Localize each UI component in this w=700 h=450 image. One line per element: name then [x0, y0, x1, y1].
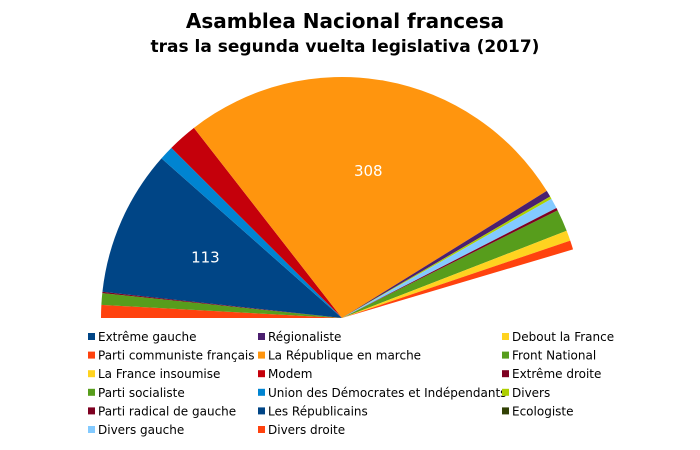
legend-label: Divers droite [268, 423, 345, 437]
legend-label: La République en marche [268, 349, 421, 363]
slice-11 [193, 77, 547, 318]
slice-18 [342, 240, 574, 318]
slice-3 [101, 293, 342, 318]
legend-swatch [88, 351, 95, 359]
legend-swatch [258, 388, 265, 396]
slice-17 [342, 230, 571, 318]
slice-16 [342, 210, 567, 318]
legend-label: Les Républicains [268, 404, 368, 418]
data-labels-group: 113 308 [191, 162, 383, 267]
legend-label: Front National [512, 349, 596, 363]
legend-item: Debout la France [502, 330, 614, 344]
legend-item: La France insoumise [88, 367, 220, 381]
legend-swatch [502, 407, 509, 415]
legend-swatch [258, 333, 265, 340]
legend-item: Parti communiste français [88, 349, 255, 363]
data-label-7: 113 [191, 249, 220, 267]
chart-title: Asamblea Nacional francesa [186, 9, 504, 33]
legend-swatch [258, 407, 265, 415]
legend-swatch [88, 426, 95, 433]
legend-item: Divers gauche [88, 423, 184, 437]
slice-4 [102, 291, 342, 318]
legend-item: Divers [502, 386, 550, 400]
slice-10 [171, 127, 342, 318]
legend-swatch [88, 407, 95, 415]
legend-swatch [502, 370, 509, 378]
legend-item: La République en marche [258, 349, 421, 363]
slice-15 [342, 208, 558, 318]
legend-item: Extrême droite [502, 367, 601, 381]
legend-swatch [502, 333, 509, 340]
legend-label: Union des Démocrates et Indépendants [268, 386, 506, 400]
legend-swatch [88, 370, 95, 378]
legend-item: Ecologiste [502, 404, 574, 418]
legend-label: Divers gauche [98, 423, 184, 437]
legend-swatch [258, 370, 265, 378]
legend-label: Extrême gauche [98, 330, 197, 344]
legend-swatch [88, 333, 95, 340]
legend-item: Extrême gauche [88, 330, 197, 344]
legend-label: Régionaliste [268, 330, 341, 344]
slices-group [101, 77, 574, 318]
legend-item: Parti socialiste [88, 386, 185, 400]
slice-1 [101, 304, 342, 318]
legend-label: Parti socialiste [98, 386, 185, 400]
legend-label: Extrême droite [512, 367, 601, 381]
legend: Extrême gauche Parti communiste français L… [88, 330, 614, 437]
legend-item: Les Républicains [258, 404, 368, 418]
legend-label: La France insoumise [98, 367, 220, 381]
legend-item: Union des Démocrates et Indépendants [258, 386, 506, 400]
slice-14 [342, 198, 557, 318]
legend-swatch [258, 426, 265, 433]
legend-label: Ecologiste [512, 404, 574, 418]
legend-swatch [502, 351, 509, 359]
legend-swatch [88, 388, 95, 396]
slice-9 [161, 147, 342, 318]
legend-item: Parti radical de gauche [88, 404, 236, 418]
data-label-11: 308 [354, 162, 383, 180]
legend-item: Front National [502, 349, 596, 363]
legend-label: Modem [268, 367, 312, 381]
slice-7 [102, 158, 343, 318]
legend-item: Régionaliste [258, 330, 341, 344]
legend-label: Divers [512, 386, 550, 400]
legend-swatch [258, 351, 265, 359]
slice-13 [342, 196, 552, 318]
legend-label: Parti communiste français [98, 349, 255, 363]
chart-subtitle: tras la segunda vuelta legislativa (2017… [151, 37, 540, 57]
legend-swatch [502, 388, 509, 396]
slice-12 [342, 190, 551, 318]
legend-item: Modem [258, 367, 312, 381]
legend-item: Divers droite [258, 423, 345, 437]
legend-label: Parti radical de gauche [98, 404, 236, 418]
legend-label: Debout la France [512, 330, 614, 344]
